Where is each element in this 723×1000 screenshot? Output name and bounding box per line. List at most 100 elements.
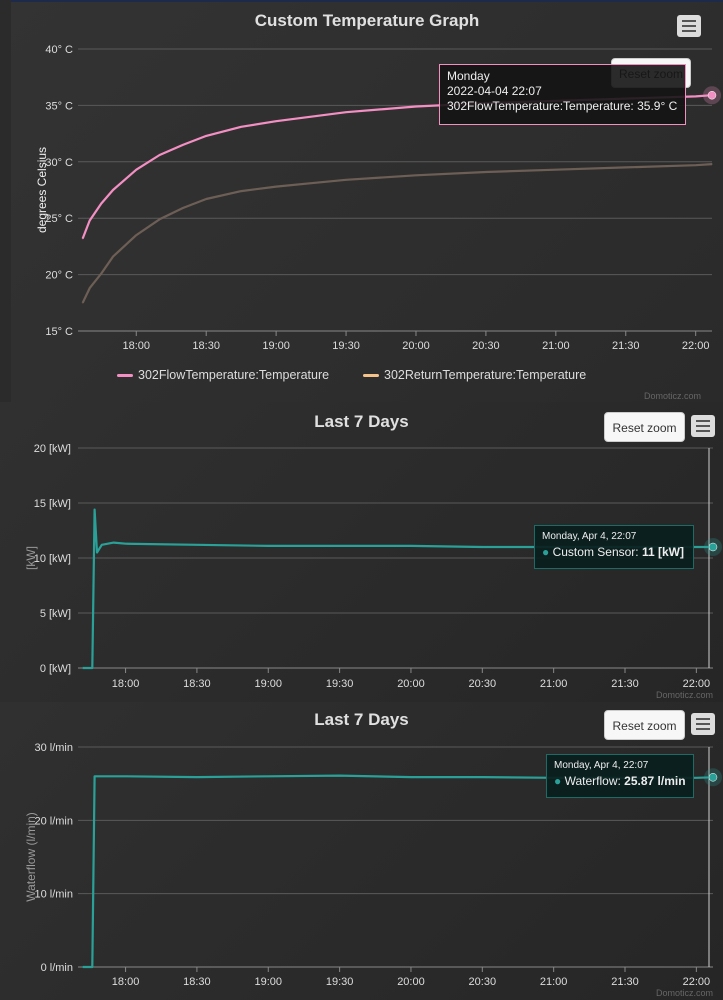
data-point [338,774,341,777]
data-point [624,166,627,169]
hover-marker [707,90,717,100]
legend-label: 302ReturnTemperature:Temperature [384,368,587,382]
tooltip-day: Monday [447,69,490,83]
data-point [124,542,127,545]
waterflow-chart-panel: 0 l/min 10 l/min 20 l/min 30 l/min 18:00 18:3… [0,702,723,1000]
x-tick-label: 22:00 [683,678,711,690]
x-tick-label: 19:00 [254,976,282,988]
data-point [695,777,698,779]
data-point [112,255,114,258]
hover-marker [708,542,718,552]
tooltip-value: 11 [kW] [641,545,684,559]
temperature-chart-panel: 15° C 20° C 25° C 30° C 35° C 40° C 18:00 18:30… [11,0,723,402]
data-point [100,272,103,275]
hamburger-menu-icon[interactable] [691,713,715,735]
y-tick-label: 10 [kW] [34,553,71,565]
y-tick-label: 0 l/min [41,962,73,974]
legend-swatch [117,374,133,378]
credit-link[interactable]: Domoticz.com [644,391,702,401]
data-point [196,544,198,546]
hover-marker [708,773,718,782]
waterflow-chart-svg[interactable]: 0 l/min 10 l/min 20 l/min 30 l/min 18:00 18:3… [0,702,723,1000]
data-point [89,966,91,968]
power-chart-svg[interactable]: 0 [kW] 5 [kW] 10 [kW] 15 [kW] 20 [kW] 18:00 18… [0,402,723,702]
data-point [415,174,417,177]
data-point [91,966,94,968]
x-tick-label: 20:30 [472,340,500,352]
y-axis-title: [kW] [24,546,38,570]
data-point [158,154,161,156]
data-point [267,545,270,547]
tooltip-series-label: Waterflow: [564,774,625,788]
x-tick-label: 19:00 [254,678,282,690]
y-tick-label: 25° C [45,213,73,225]
data-point [196,776,198,778]
x-tick-label: 21:30 [611,976,639,988]
x-tick-label: 19:00 [262,340,290,352]
data-point [695,546,698,548]
data-point [555,168,557,171]
data-point [410,545,412,547]
y-tick-label: 10 l/min [34,889,73,901]
credit-link[interactable]: Domoticz.com [656,988,714,998]
y-tick-label: 30° C [45,157,73,169]
data-point [240,126,242,128]
x-tick-label: 21:30 [612,340,640,352]
x-tick-label: 21:00 [540,976,568,988]
legend-label: 302FlowTemperature:Temperature [138,368,330,382]
x-tick-label: 20:00 [397,678,425,690]
reset-zoom-button[interactable]: Reset zoom [604,710,685,740]
data-point [205,198,207,200]
data-point [93,775,96,778]
data-point [81,966,84,968]
x-tick-label: 20:00 [397,976,425,988]
data-point [81,667,84,669]
data-point [694,164,697,166]
data-point [135,234,138,236]
data-point [410,776,412,778]
legend-swatch [363,374,379,378]
data-point [112,189,114,191]
reset-zoom-button[interactable]: Reset zoom [604,412,685,442]
chart-title: Last 7 Days [314,412,409,431]
tooltip-line: ● Waterflow: 25.87 l/min [554,773,686,789]
y-axis-title: degrees Celsius [35,147,49,233]
y-tick-label: 20° C [45,270,73,282]
hamburger-menu-icon[interactable] [677,15,701,37]
tooltip-value: 302FlowTemperature:Temperature: 35.9° C [447,99,678,113]
chart-tooltip: Monday, Apr 4, 22:07 ● Custom Sensor: 11… [534,525,694,569]
chart-tooltip: Monday 2022-04-04 22:07 302FlowTemperatu… [439,64,686,125]
legend-item-flow[interactable]: 302FlowTemperature:Temperature [117,368,329,382]
tooltip-datetime: 2022-04-04 22:07 [447,84,542,98]
series-line-2 [81,163,713,304]
data-point [81,302,84,304]
y-tick-label: 5 [kW] [40,608,71,620]
data-point [205,135,207,137]
x-tick-label: 18:30 [192,340,220,352]
tooltip-date: Monday, Apr 4, 22:07 [554,760,649,771]
hamburger-menu-icon[interactable] [691,415,715,437]
data-point [275,120,277,122]
x-tick-label: 20:00 [402,340,430,352]
data-point [310,115,312,118]
chart-title: Custom Temperature Graph [254,11,480,30]
data-point [91,667,94,669]
legend-item-return[interactable]: 302ReturnTemperature:Temperature [363,368,586,382]
data-point [96,551,98,554]
data-point [158,218,161,221]
data-point [182,144,184,146]
y-tick-label: 15° C [45,326,73,338]
tooltip-line: ● Custom Sensor: 11 [kW] [542,544,686,560]
data-point [93,508,96,511]
y-axis-title: Waterflow (l/min) [24,812,38,902]
x-tick-label: 18:00 [112,976,140,988]
x-tick-label: 22:00 [682,340,710,352]
data-point [711,163,713,165]
x-tick-label: 21:30 [611,678,639,690]
chart-tooltip: Monday, Apr 4, 22:07 ● Waterflow: 25.87 … [546,754,694,798]
temperature-chart-svg[interactable]: 15° C 20° C 25° C 30° C 35° C 40° C 18:00 18:30… [11,2,723,402]
y-tick-label: 15 [kW] [34,498,71,510]
data-point [89,667,91,669]
data-point [275,185,277,188]
credit-link[interactable]: Domoticz.com [656,690,714,700]
